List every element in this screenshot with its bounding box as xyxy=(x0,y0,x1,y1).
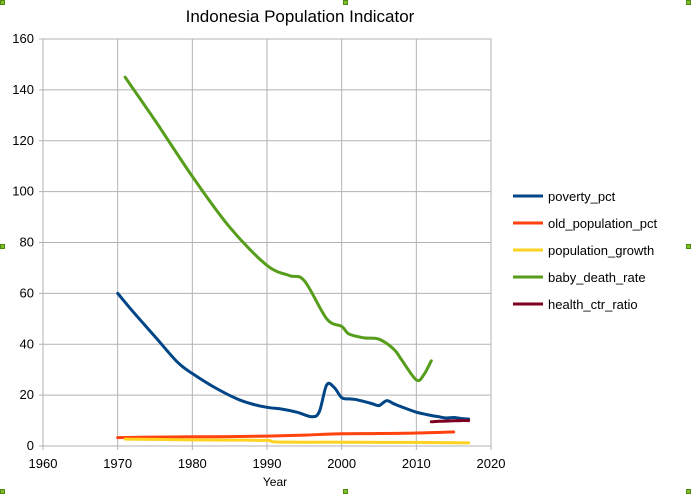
selection-handle-top-right[interactable] xyxy=(686,0,691,5)
series-line-health-ctr-ratio xyxy=(429,419,471,424)
series-line-population-growth xyxy=(123,437,471,445)
x-tick-label: 2000 xyxy=(327,456,356,471)
selection-handle-middle-right[interactable] xyxy=(686,244,691,249)
y-tick-label: 20 xyxy=(20,387,34,402)
legend: poverty_pct old_population_pct population_… xyxy=(513,189,658,312)
y-tick-label: 100 xyxy=(12,184,34,199)
legend-label-poverty-pct: poverty_pct xyxy=(548,189,616,204)
y-tick-label: 140 xyxy=(12,82,34,97)
selection-handle-middle-left[interactable] xyxy=(0,244,5,249)
series-line-old-population-pct xyxy=(116,430,456,440)
y-tick-label: 60 xyxy=(20,285,34,300)
y-tick-label: 40 xyxy=(20,336,34,351)
series-lines xyxy=(116,75,471,445)
axes: 0 20 40 60 80 100 120 140 160 1960 1970 1980 1990 200… xyxy=(12,31,505,471)
legend-label-old-population-pct: old_population_pct xyxy=(548,216,658,231)
selection-handle-bottom-right[interactable] xyxy=(686,489,691,494)
plot-border xyxy=(42,38,492,447)
chart-title: Indonesia Population Indicator xyxy=(186,7,415,26)
y-tick-label: 0 xyxy=(27,438,34,453)
selection-handle-top-left[interactable] xyxy=(0,0,5,5)
selection-handle-top-middle[interactable] xyxy=(343,0,348,5)
series-line-baby-death-rate xyxy=(123,75,433,383)
x-tick-label: 2010 xyxy=(402,456,431,471)
x-tick-label: 1970 xyxy=(103,456,132,471)
y-tick-label: 120 xyxy=(12,133,34,148)
x-tick-label: 1960 xyxy=(29,456,58,471)
y-tick-label: 160 xyxy=(12,31,34,46)
gridlines xyxy=(42,38,492,447)
selection-handle-bottom-left[interactable] xyxy=(0,489,5,494)
x-axis-label: Year xyxy=(263,475,287,489)
x-tick-label: 1990 xyxy=(253,456,282,471)
legend-label-baby-death-rate: baby_death_rate xyxy=(548,270,646,285)
y-tick-label: 80 xyxy=(20,235,34,250)
selection-handle-bottom-middle[interactable] xyxy=(343,489,348,494)
series-line-poverty-pct xyxy=(116,291,471,421)
legend-label-health-ctr-ratio: health_ctr_ratio xyxy=(548,297,638,312)
x-tick-label: 2020 xyxy=(477,456,506,471)
legend-label-population-growth: population_growth xyxy=(548,243,654,258)
x-tick-label: 1980 xyxy=(178,456,207,471)
